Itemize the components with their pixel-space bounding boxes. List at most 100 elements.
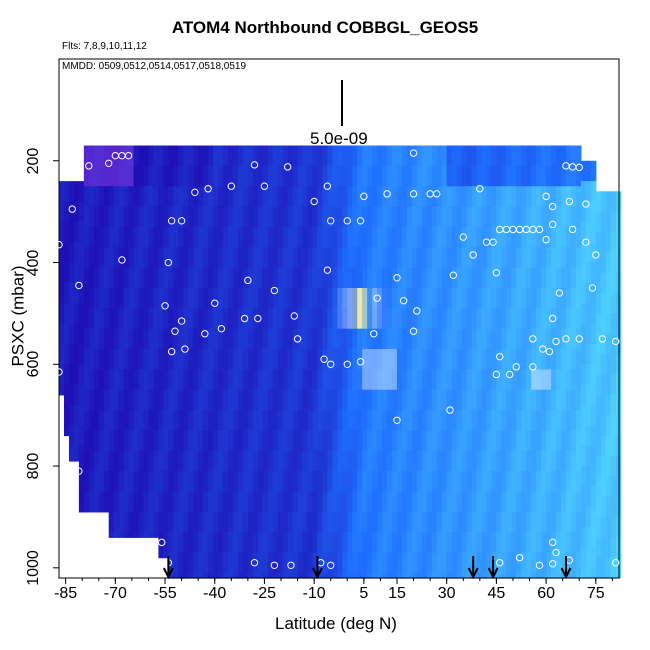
heatmap-cell <box>416 369 423 391</box>
heatmap-cell <box>372 491 378 513</box>
heatmap-cell <box>252 226 259 248</box>
heatmap-cell <box>237 349 244 370</box>
heatmap-cell <box>541 572 547 579</box>
heatmap-cell <box>491 287 497 309</box>
heatmap-cell <box>123 206 130 228</box>
heatmap-cell <box>78 262 85 284</box>
heatmap-cell <box>188 369 194 391</box>
heatmap-cell <box>297 532 304 554</box>
heatmap-cell <box>158 389 164 411</box>
heatmap-cell <box>486 247 493 269</box>
heatmap-cell <box>372 247 378 269</box>
sample-point <box>535 225 544 234</box>
heatmap-cell <box>118 491 125 513</box>
heatmap-cell <box>208 389 214 411</box>
heatmap-cell <box>441 145 448 167</box>
heatmap-cell <box>272 430 279 452</box>
heatmap-cell <box>406 369 413 391</box>
heatmap-cell <box>471 186 478 208</box>
sample-point <box>343 217 351 225</box>
heatmap-cell <box>257 287 264 309</box>
heatmap-cell <box>272 287 279 309</box>
heatmap-cell <box>83 491 90 513</box>
heatmap-cell <box>282 186 289 208</box>
heatmap-cell <box>148 349 155 370</box>
sample-point <box>393 416 401 424</box>
heatmap-cell <box>153 165 160 187</box>
heatmap-cell <box>337 308 343 330</box>
heatmap-cell <box>595 293 602 315</box>
heatmap-cell <box>551 450 557 472</box>
heatmap-cell <box>610 374 617 396</box>
heatmap-cell <box>536 572 542 579</box>
heatmap-cell <box>461 410 468 432</box>
heatmap-cell <box>213 491 219 513</box>
heatmap-cell <box>282 532 289 554</box>
heatmap-cell <box>183 389 189 411</box>
heatmap-cell <box>362 471 368 493</box>
heatmap-cell <box>163 532 169 554</box>
heatmap-cell <box>580 364 587 386</box>
heatmap-cell <box>556 450 562 472</box>
heatmap-cell <box>108 328 115 350</box>
heatmap-cell <box>431 206 438 228</box>
heatmap-cell <box>556 389 562 411</box>
heatmap-cell <box>252 247 259 269</box>
sample-point <box>409 327 418 335</box>
heatmap-cell <box>88 165 95 187</box>
heatmap-cell <box>133 349 140 370</box>
heatmap-cell <box>173 206 179 228</box>
heatmap-cell <box>610 394 617 416</box>
heatmap-cell <box>585 425 592 447</box>
heatmap-cell <box>242 491 249 513</box>
heatmap-cell <box>158 369 164 391</box>
heatmap-cell <box>193 328 199 350</box>
heatmap-cell <box>590 405 597 426</box>
heatmap-cell <box>387 145 393 167</box>
heatmap-cell <box>262 410 269 432</box>
heatmap-cell <box>143 349 150 370</box>
heatmap-cell <box>83 430 90 452</box>
heatmap-cell <box>213 430 219 452</box>
heatmap-cell <box>496 267 502 289</box>
heatmap-cell <box>536 165 542 187</box>
heatmap-cell <box>93 450 100 472</box>
heatmap-cell <box>193 450 199 472</box>
heatmap-cell <box>223 287 229 309</box>
heatmap-cell <box>267 165 274 187</box>
heatmap-cell <box>426 349 433 370</box>
sample-point <box>549 220 557 229</box>
heatmap-cell <box>610 191 617 213</box>
heatmap-cell <box>585 384 592 406</box>
heatmap-cell <box>382 450 388 472</box>
heatmap-cell <box>481 532 488 554</box>
heatmap-cell <box>436 572 443 579</box>
heatmap-cell <box>143 186 150 208</box>
heatmap-cell <box>401 410 408 432</box>
heatmap-cell <box>382 226 388 248</box>
heatmap-cell <box>526 308 532 330</box>
heatmap-cell <box>401 532 408 554</box>
heatmap-cell <box>133 145 140 167</box>
heatmap-cell <box>183 511 189 533</box>
heatmap-cell <box>208 552 214 574</box>
heatmap-cell <box>223 471 229 493</box>
heatmap-cell <box>78 282 85 304</box>
heatmap-cell <box>610 557 617 579</box>
heatmap-cell <box>302 532 309 554</box>
heatmap-cell <box>486 145 493 167</box>
heatmap-cell <box>83 145 90 167</box>
sample-point <box>592 251 600 259</box>
heatmap-cell <box>237 328 244 350</box>
heatmap-cell <box>118 430 125 452</box>
heatmap-cell <box>342 267 348 289</box>
heatmap-cell <box>347 471 353 493</box>
heatmap-cell <box>317 572 324 579</box>
heatmap-cell <box>232 491 239 513</box>
heatmap-cell <box>396 430 403 452</box>
heatmap-cell <box>357 491 363 513</box>
heatmap-cell <box>556 247 562 269</box>
heatmap-cell <box>242 532 249 554</box>
heatmap-cell <box>322 430 329 452</box>
heatmap-cell <box>302 389 309 411</box>
